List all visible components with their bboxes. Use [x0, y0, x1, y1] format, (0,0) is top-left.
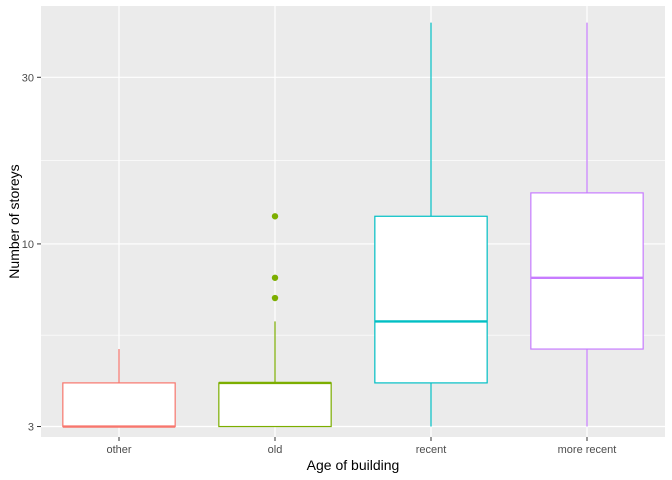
x-tick-label: other	[106, 444, 131, 456]
box-recent	[374, 22, 488, 427]
x-tick-label: old	[268, 444, 283, 456]
outlier-point	[271, 274, 279, 281]
x-tick-label: recent	[416, 444, 447, 456]
x-axis-title: Age of building	[307, 457, 400, 473]
x-axis: other old recent more recent	[106, 437, 616, 456]
y-tick-label: 3	[28, 422, 34, 434]
box-iqr	[374, 215, 488, 384]
box-iqr	[530, 192, 644, 350]
y-tick-label: 30	[22, 72, 34, 84]
y-tick-label: 10	[22, 239, 34, 251]
box-old	[218, 213, 332, 428]
y-axis-title: Number of storeys	[6, 164, 22, 278]
boxes	[62, 22, 644, 428]
y-axis: 3 10 30	[22, 72, 41, 434]
x-tick-label: more recent	[558, 444, 617, 456]
box-more-recent	[530, 22, 644, 427]
outlier-point	[271, 213, 279, 220]
box-iqr	[218, 382, 332, 428]
box-iqr	[62, 382, 176, 428]
box-other	[62, 349, 176, 428]
outlier-point	[271, 294, 279, 302]
